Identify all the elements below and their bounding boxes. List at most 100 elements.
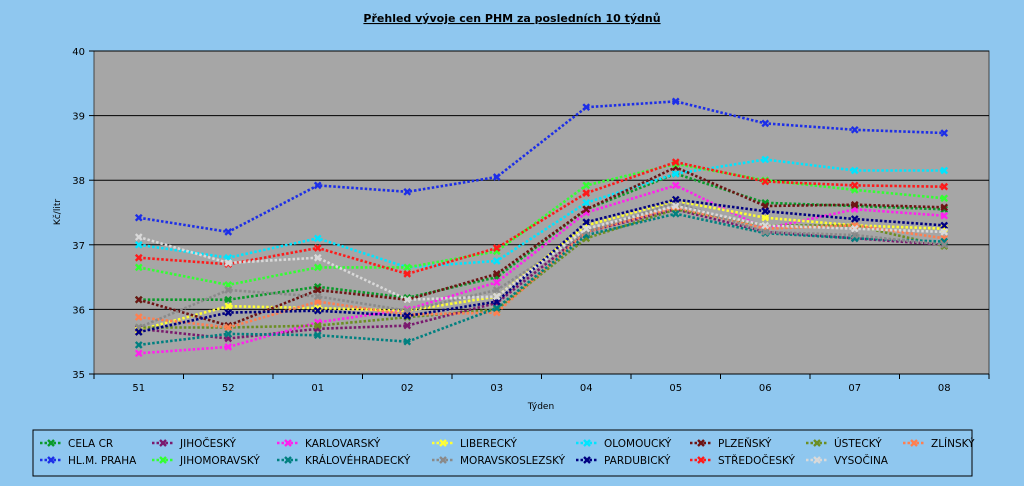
data-point xyxy=(134,341,143,349)
chart-title: Přehled vývoje cen PHM za posledních 10 … xyxy=(363,12,660,25)
legend-label: VYSOČINA xyxy=(834,454,889,467)
x-tick-label: 06 xyxy=(759,383,772,394)
data-point xyxy=(582,189,591,197)
data-point xyxy=(313,253,322,262)
data-point xyxy=(492,278,501,287)
data-point xyxy=(224,302,233,311)
data-point xyxy=(850,224,859,233)
legend-swatch-marker xyxy=(47,456,55,464)
data-point xyxy=(313,244,322,252)
legend-swatch-marker xyxy=(697,456,705,464)
data-point xyxy=(582,103,591,112)
data-point xyxy=(582,205,591,214)
data-point xyxy=(761,119,770,128)
legend-item: HL.M. PRAHA xyxy=(40,455,137,467)
legend-item: LIBERECKÝ xyxy=(432,437,518,450)
legend-item: JIHOČESKÝ xyxy=(152,437,236,450)
data-point xyxy=(940,240,949,249)
data-point xyxy=(134,263,143,272)
legend-item: OLOMOUCKÝ xyxy=(576,437,672,450)
legend-item: PLZEŇSKÝ xyxy=(690,437,772,450)
legend xyxy=(32,429,973,477)
x-tick-label: 51 xyxy=(132,383,145,394)
legend-item: KARLOVARSKÝ xyxy=(277,437,381,450)
data-point xyxy=(671,181,680,190)
legend-swatch-marker xyxy=(284,439,292,447)
data-point xyxy=(134,253,143,262)
data-point xyxy=(313,263,322,272)
data-point xyxy=(403,187,412,196)
x-tick-label: 03 xyxy=(490,383,503,394)
data-point xyxy=(492,270,501,278)
data-point xyxy=(761,228,770,236)
series-line xyxy=(138,198,945,334)
data-point xyxy=(492,257,501,265)
legend-item: STŘEDOČESKÝ xyxy=(690,454,796,467)
legend-item: VYSOČINA xyxy=(806,454,889,467)
y-axis-ticks: 35 36 37 38 39 40 xyxy=(72,47,94,381)
y-tick-label: 40 xyxy=(72,47,85,58)
legend-swatch-marker xyxy=(697,439,705,447)
data-point xyxy=(671,195,680,204)
data-point xyxy=(671,169,680,178)
data-point xyxy=(403,270,412,278)
data-point xyxy=(671,202,680,210)
data-point xyxy=(134,240,143,249)
legend-label: PLZEŇSKÝ xyxy=(718,437,772,450)
legend-label: JIHOMORAVSKÝ xyxy=(179,454,260,467)
data-point xyxy=(224,343,233,351)
data-point xyxy=(313,292,322,301)
series-line xyxy=(138,165,945,327)
data-point xyxy=(403,263,412,272)
legend-swatch-marker xyxy=(47,439,55,447)
data-point xyxy=(761,177,770,186)
data-point xyxy=(224,228,233,236)
data-point xyxy=(761,207,770,216)
legend-swatch-marker xyxy=(813,439,821,447)
series-line xyxy=(138,207,945,329)
legend-item: ÚSTECKÝ xyxy=(806,437,882,450)
data-point xyxy=(582,218,591,227)
data-point xyxy=(492,244,501,252)
y-tick-label: 35 xyxy=(72,370,85,381)
x-tick-label: 02 xyxy=(401,383,414,394)
legend-item: PARDUBICKÝ xyxy=(576,454,671,467)
data-point xyxy=(940,166,949,175)
data-point xyxy=(850,200,859,209)
legend-label: JIHOČESKÝ xyxy=(179,437,236,450)
series-line xyxy=(138,184,945,355)
data-point xyxy=(403,321,412,330)
data-point xyxy=(403,295,412,304)
data-point xyxy=(492,304,501,312)
legend-swatch-marker xyxy=(910,439,918,447)
data-point xyxy=(850,166,859,175)
data-point xyxy=(761,155,770,164)
x-tick-label: 08 xyxy=(938,383,951,394)
data-point xyxy=(134,313,143,322)
data-point xyxy=(940,221,949,230)
data-point xyxy=(403,312,412,320)
data-point xyxy=(940,194,949,203)
data-point xyxy=(582,181,591,190)
data-point xyxy=(224,259,233,267)
legend-item: CELA CR xyxy=(40,438,113,450)
data-point xyxy=(940,211,949,220)
legend-swatch-marker xyxy=(583,456,591,464)
legend-item: MORAVSKOSLEZSKÝ xyxy=(432,454,566,467)
series-line xyxy=(138,100,945,234)
series-line xyxy=(138,158,945,269)
data-point xyxy=(224,330,233,338)
data-point xyxy=(313,286,322,294)
data-point xyxy=(134,295,143,304)
y-tick-label: 39 xyxy=(72,112,85,123)
data-point xyxy=(671,209,680,218)
series-layer xyxy=(134,97,949,358)
data-point xyxy=(850,125,859,134)
data-point xyxy=(940,129,949,137)
data-point xyxy=(134,213,143,222)
data-point xyxy=(224,308,233,317)
data-point xyxy=(940,203,949,212)
data-point xyxy=(224,323,233,332)
x-tick-label: 01 xyxy=(311,383,324,394)
